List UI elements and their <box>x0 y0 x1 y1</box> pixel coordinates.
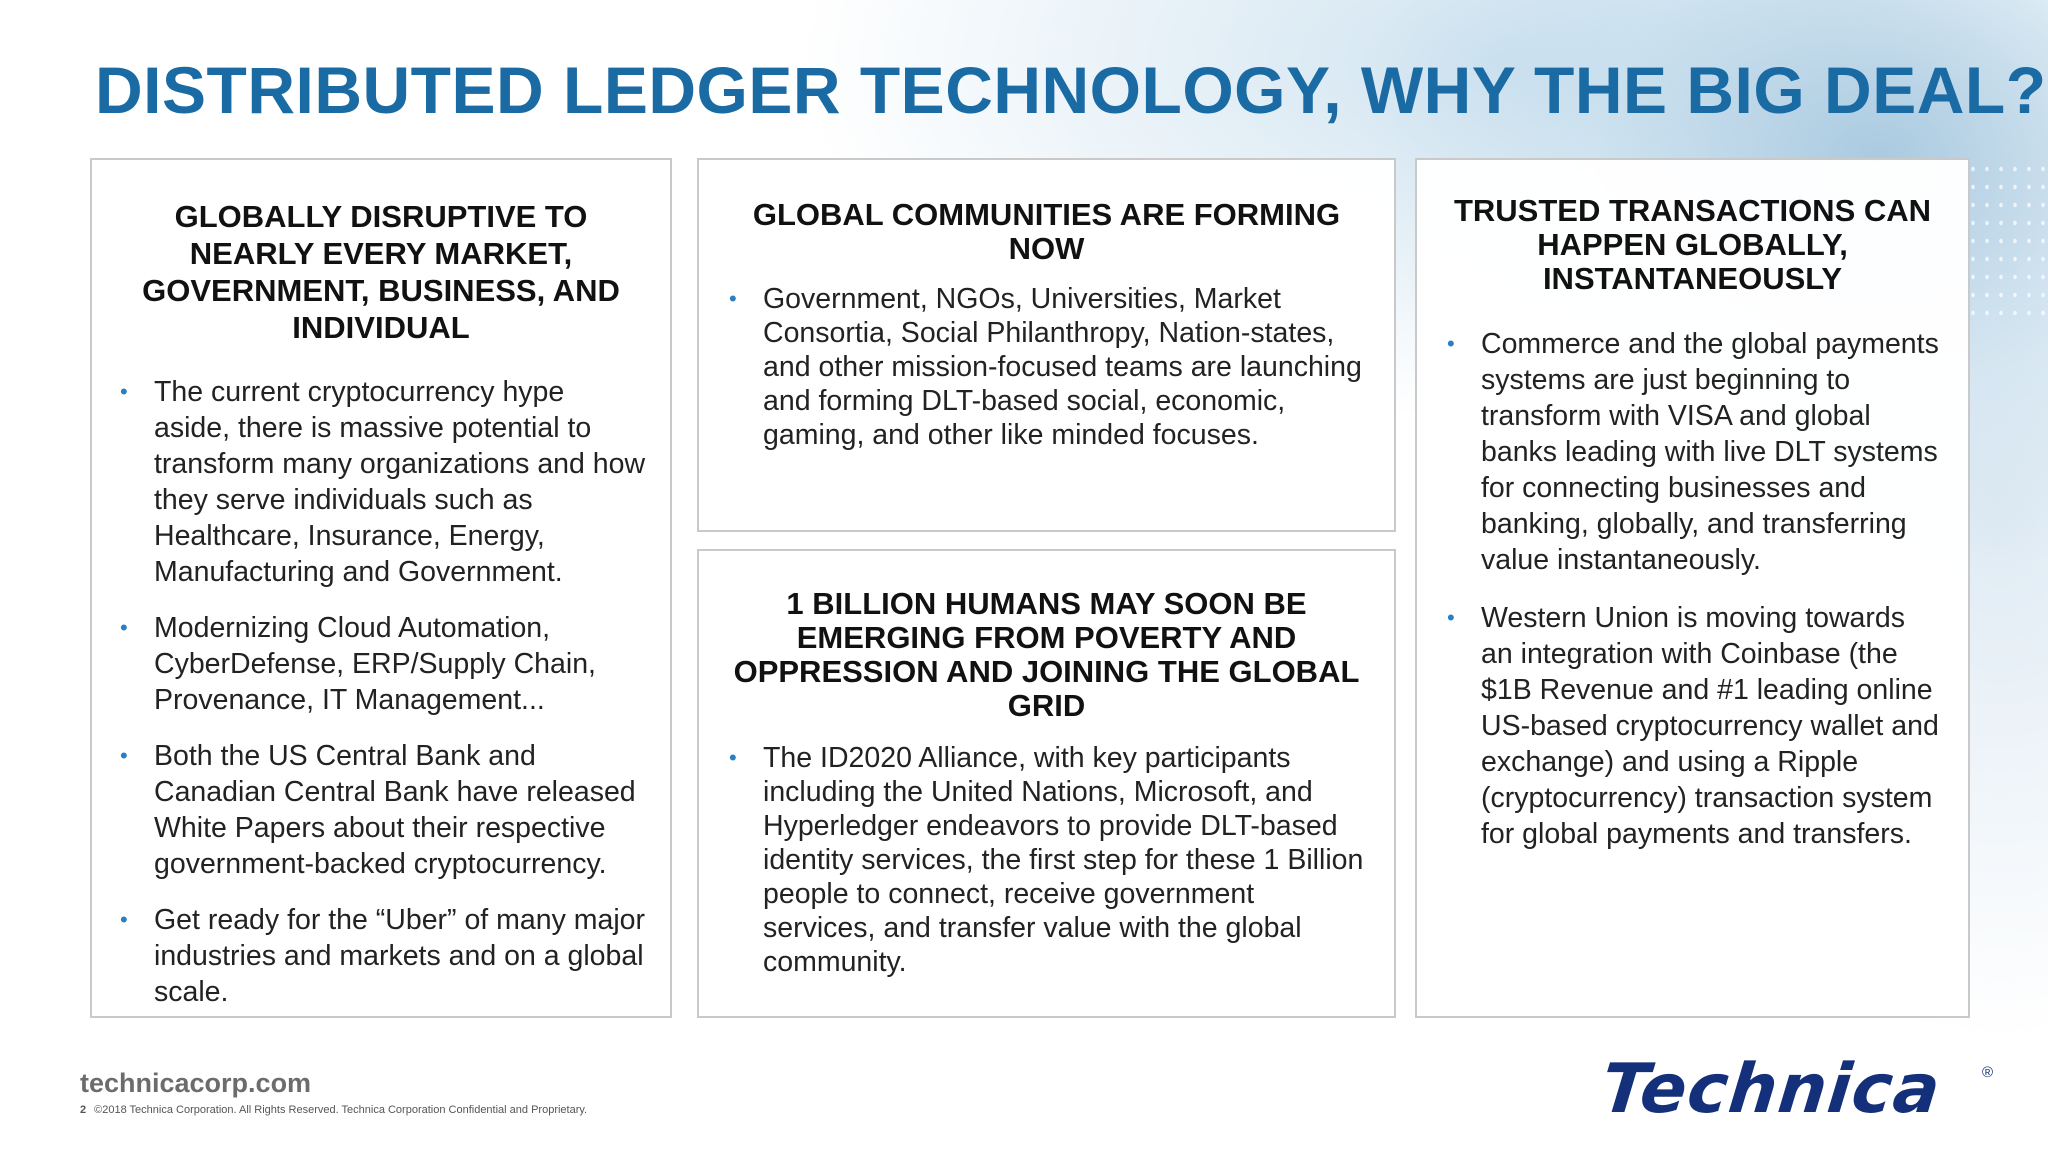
list-item-text: Modernizing Cloud Automation, CyberDefen… <box>154 612 596 716</box>
list-item-text: The ID2020 Alliance, with key participan… <box>763 742 1364 978</box>
list-item: • Government, NGOs, Universities, Market … <box>725 282 1368 452</box>
bullet-icon: • <box>120 743 128 768</box>
bullet-icon: • <box>1447 605 1455 630</box>
bullet-icon: • <box>729 745 737 770</box>
bullet-icon: • <box>120 615 128 640</box>
list-item: • Commerce and the global payments system… <box>1443 326 1942 578</box>
bullet-list: • The current cryptocurrency hype aside, … <box>116 374 646 1010</box>
bullet-icon: • <box>1447 331 1455 356</box>
bullet-list: • Commerce and the global payments system… <box>1443 326 1942 852</box>
bullet-icon: • <box>120 907 128 932</box>
footer-legal: 2 ©2018 Technica Corporation. All Rights … <box>80 1104 587 1116</box>
bullet-list: • Government, NGOs, Universities, Market … <box>725 282 1368 452</box>
page-number: 2 <box>80 1104 87 1116</box>
panel-heading: 1 BILLION HUMANS MAY SOON BE EMERGING FR… <box>733 586 1360 723</box>
panel-global-communities: GLOBAL COMMUNITIES ARE FORMING NOW • Gove… <box>697 158 1396 532</box>
panel-heading: GLOBAL COMMUNITIES ARE FORMING NOW <box>752 197 1341 266</box>
list-item: • The current cryptocurrency hype aside, … <box>116 374 646 590</box>
list-item-text: Both the US Central Bank and Canadian Ce… <box>154 740 636 880</box>
list-item: • Get ready for the “Uber” of many major … <box>116 902 646 1010</box>
copyright-text: ©2018 Technica Corporation. All Rights R… <box>94 1104 588 1116</box>
panel-billion-humans: 1 BILLION HUMANS MAY SOON BE EMERGING FR… <box>697 549 1396 1018</box>
list-item: • Modernizing Cloud Automation, CyberDefe… <box>116 610 646 718</box>
technica-logo: Technica <box>1597 1050 1945 1129</box>
panel-heading: GLOBALLY DISRUPTIVE TO NEARLY EVERY MARK… <box>142 199 620 345</box>
list-item: • Both the US Central Bank and Canadian C… <box>116 738 646 882</box>
footer-website: technicacorp.com <box>80 1068 312 1098</box>
panel-trusted-transactions: TRUSTED TRANSACTIONS CAN HAPPEN GLOBALLY… <box>1415 158 1970 1018</box>
list-item: • Western Union is moving towards an inte… <box>1443 600 1942 852</box>
panel-heading: TRUSTED TRANSACTIONS CAN HAPPEN GLOBALLY… <box>1453 193 1932 296</box>
registered-mark: ® <box>1982 1064 1994 1081</box>
list-item-text: Commerce and the global payments systems… <box>1481 328 1939 576</box>
panel-globally-disruptive: GLOBALLY DISRUPTIVE TO NEARLY EVERY MARK… <box>90 158 672 1018</box>
list-item-text: Government, NGOs, Universities, Market C… <box>763 283 1362 451</box>
list-item-text: Get ready for the “Uber” of many major i… <box>154 904 646 1008</box>
bullet-icon: • <box>729 286 737 311</box>
slide-title: DISTRIBUTED LEDGER TECHNOLOGY, WHY THE B… <box>95 53 2047 127</box>
list-item: • The ID2020 Alliance, with key participa… <box>725 741 1368 979</box>
bullet-list: • The ID2020 Alliance, with key participa… <box>725 741 1368 979</box>
list-item-text: Western Union is moving towards an integ… <box>1481 602 1939 850</box>
bullet-icon: • <box>120 379 128 404</box>
list-item-text: The current cryptocurrency hype aside, t… <box>154 376 646 588</box>
